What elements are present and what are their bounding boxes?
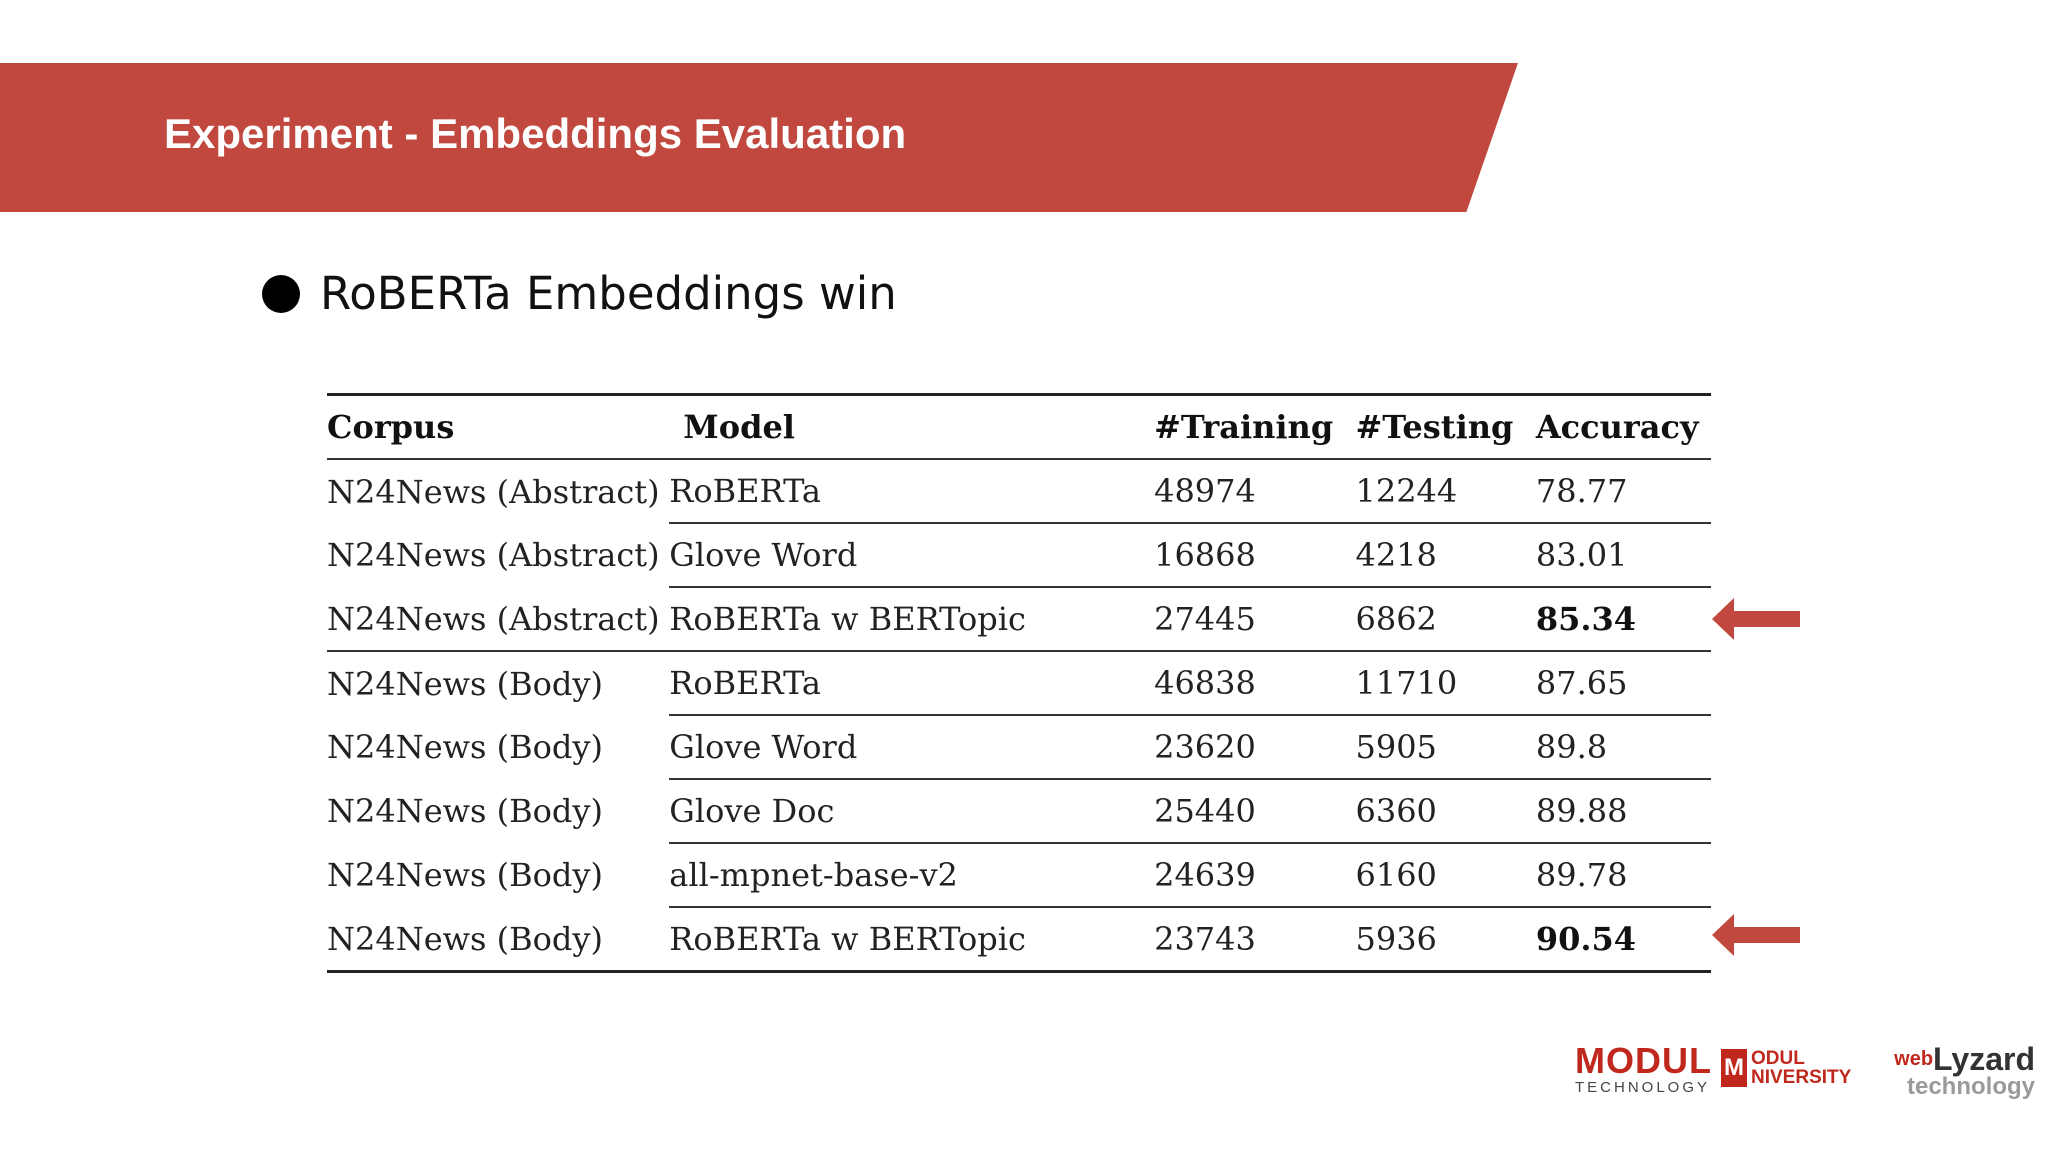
header-model: Model: [669, 393, 1155, 460]
table-row: N24News (Abstract) Glove Word 16868 4218…: [327, 523, 1711, 588]
weblyzard-logo: webLyzard technology: [1894, 1041, 2035, 1100]
cell-model: Glove Doc: [669, 779, 1155, 844]
cell-testing: 4218: [1355, 523, 1536, 588]
cell-model: RoBERTa: [669, 651, 1155, 716]
cell-accuracy: 87.65: [1535, 651, 1711, 716]
cell-corpus: N24News (Body): [327, 856, 603, 894]
table-header-row: Corpus Model #Training #Testing Accuracy: [327, 393, 1711, 460]
cell-corpus: N24News (Body): [327, 664, 603, 703]
footer-logos: MODUL TECHNOLOGY M ODUL NIVERSITY webLyz…: [1575, 1043, 2035, 1099]
header-testing: #Testing: [1355, 393, 1536, 460]
table-row: N24News (Body) Glove Word 23620 5905 89.…: [327, 715, 1711, 780]
modul-university-logo: M ODUL NIVERSITY: [1721, 1049, 1851, 1087]
cell-corpus: N24News (Body): [327, 792, 603, 830]
cell-training: 24639: [1154, 843, 1356, 908]
cell-corpus: N24News (Body): [327, 728, 603, 766]
cell-training: 23743: [1154, 907, 1356, 973]
cell-accuracy: 83.01: [1535, 523, 1711, 588]
cell-training: 27445: [1154, 587, 1356, 652]
cell-corpus: N24News (Abstract): [327, 472, 660, 511]
slide-title: Experiment - Embeddings Evaluation: [164, 110, 907, 157]
cell-corpus: N24News (Abstract): [327, 536, 660, 574]
cell-accuracy-best: 90.54: [1535, 907, 1711, 973]
table-row: N24News (Body) all-mpnet-base-v2 24639 6…: [327, 843, 1711, 908]
cell-accuracy: 89.8: [1535, 715, 1711, 780]
table-row: N24News (Abstract) RoBERTa 48974 12244 7…: [327, 459, 1711, 524]
cell-testing: 6862: [1355, 587, 1536, 652]
cell-model: RoBERTa w BERTopic: [669, 907, 1155, 973]
cell-model: all-mpnet-base-v2: [669, 843, 1155, 908]
table-row: N24News (Body) Glove Doc 25440 6360 89.8…: [327, 779, 1711, 844]
cell-testing: 5905: [1355, 715, 1536, 780]
cell-model: RoBERTa: [669, 459, 1155, 524]
bullet-dot-icon: [262, 275, 300, 313]
cell-accuracy-best: 85.34: [1535, 587, 1711, 652]
highlight-arrow-icon: [1712, 598, 1800, 640]
cell-testing: 5936: [1355, 907, 1536, 973]
cell-training: 25440: [1154, 779, 1356, 844]
results-table: Corpus Model #Training #Testing Accuracy…: [327, 393, 1711, 973]
cell-testing: 6360: [1355, 779, 1536, 844]
table-row: N24News (Abstract) RoBERTa w BERTopic 27…: [327, 587, 1711, 652]
cell-training: 23620: [1154, 715, 1356, 780]
cell-training: 46838: [1154, 651, 1356, 716]
cell-model: RoBERTa w BERTopic: [669, 587, 1155, 652]
cell-accuracy: 89.88: [1535, 779, 1711, 844]
cell-model: Glove Word: [669, 523, 1155, 588]
cell-testing: 12244: [1355, 459, 1536, 524]
modul-technology-logo: MODUL TECHNOLOGY: [1575, 1040, 1712, 1097]
cell-testing: 11710: [1355, 651, 1536, 716]
cell-training: 48974: [1154, 459, 1356, 524]
bullet-text: RoBERTa Embeddings win: [320, 267, 897, 320]
cell-accuracy: 89.78: [1535, 843, 1711, 908]
cell-accuracy: 78.77: [1535, 459, 1711, 524]
bullet-point: RoBERTa Embeddings win: [262, 266, 897, 322]
title-banner: [0, 63, 1518, 212]
cell-corpus: N24News (Abstract): [327, 587, 670, 652]
table-row: N24News (Body) RoBERTa 46838 11710 87.65: [327, 651, 1711, 716]
cell-model: Glove Word: [669, 715, 1155, 780]
cell-testing: 6160: [1355, 843, 1536, 908]
cell-training: 16868: [1154, 523, 1356, 588]
header-training: #Training: [1154, 393, 1356, 460]
cell-corpus: N24News (Body): [327, 907, 670, 973]
table-row: N24News (Body) RoBERTa w BERTopic 23743 …: [327, 907, 1711, 973]
header-accuracy: Accuracy: [1535, 393, 1711, 460]
highlight-arrow-icon: [1712, 914, 1800, 956]
header-corpus: Corpus: [327, 393, 670, 460]
